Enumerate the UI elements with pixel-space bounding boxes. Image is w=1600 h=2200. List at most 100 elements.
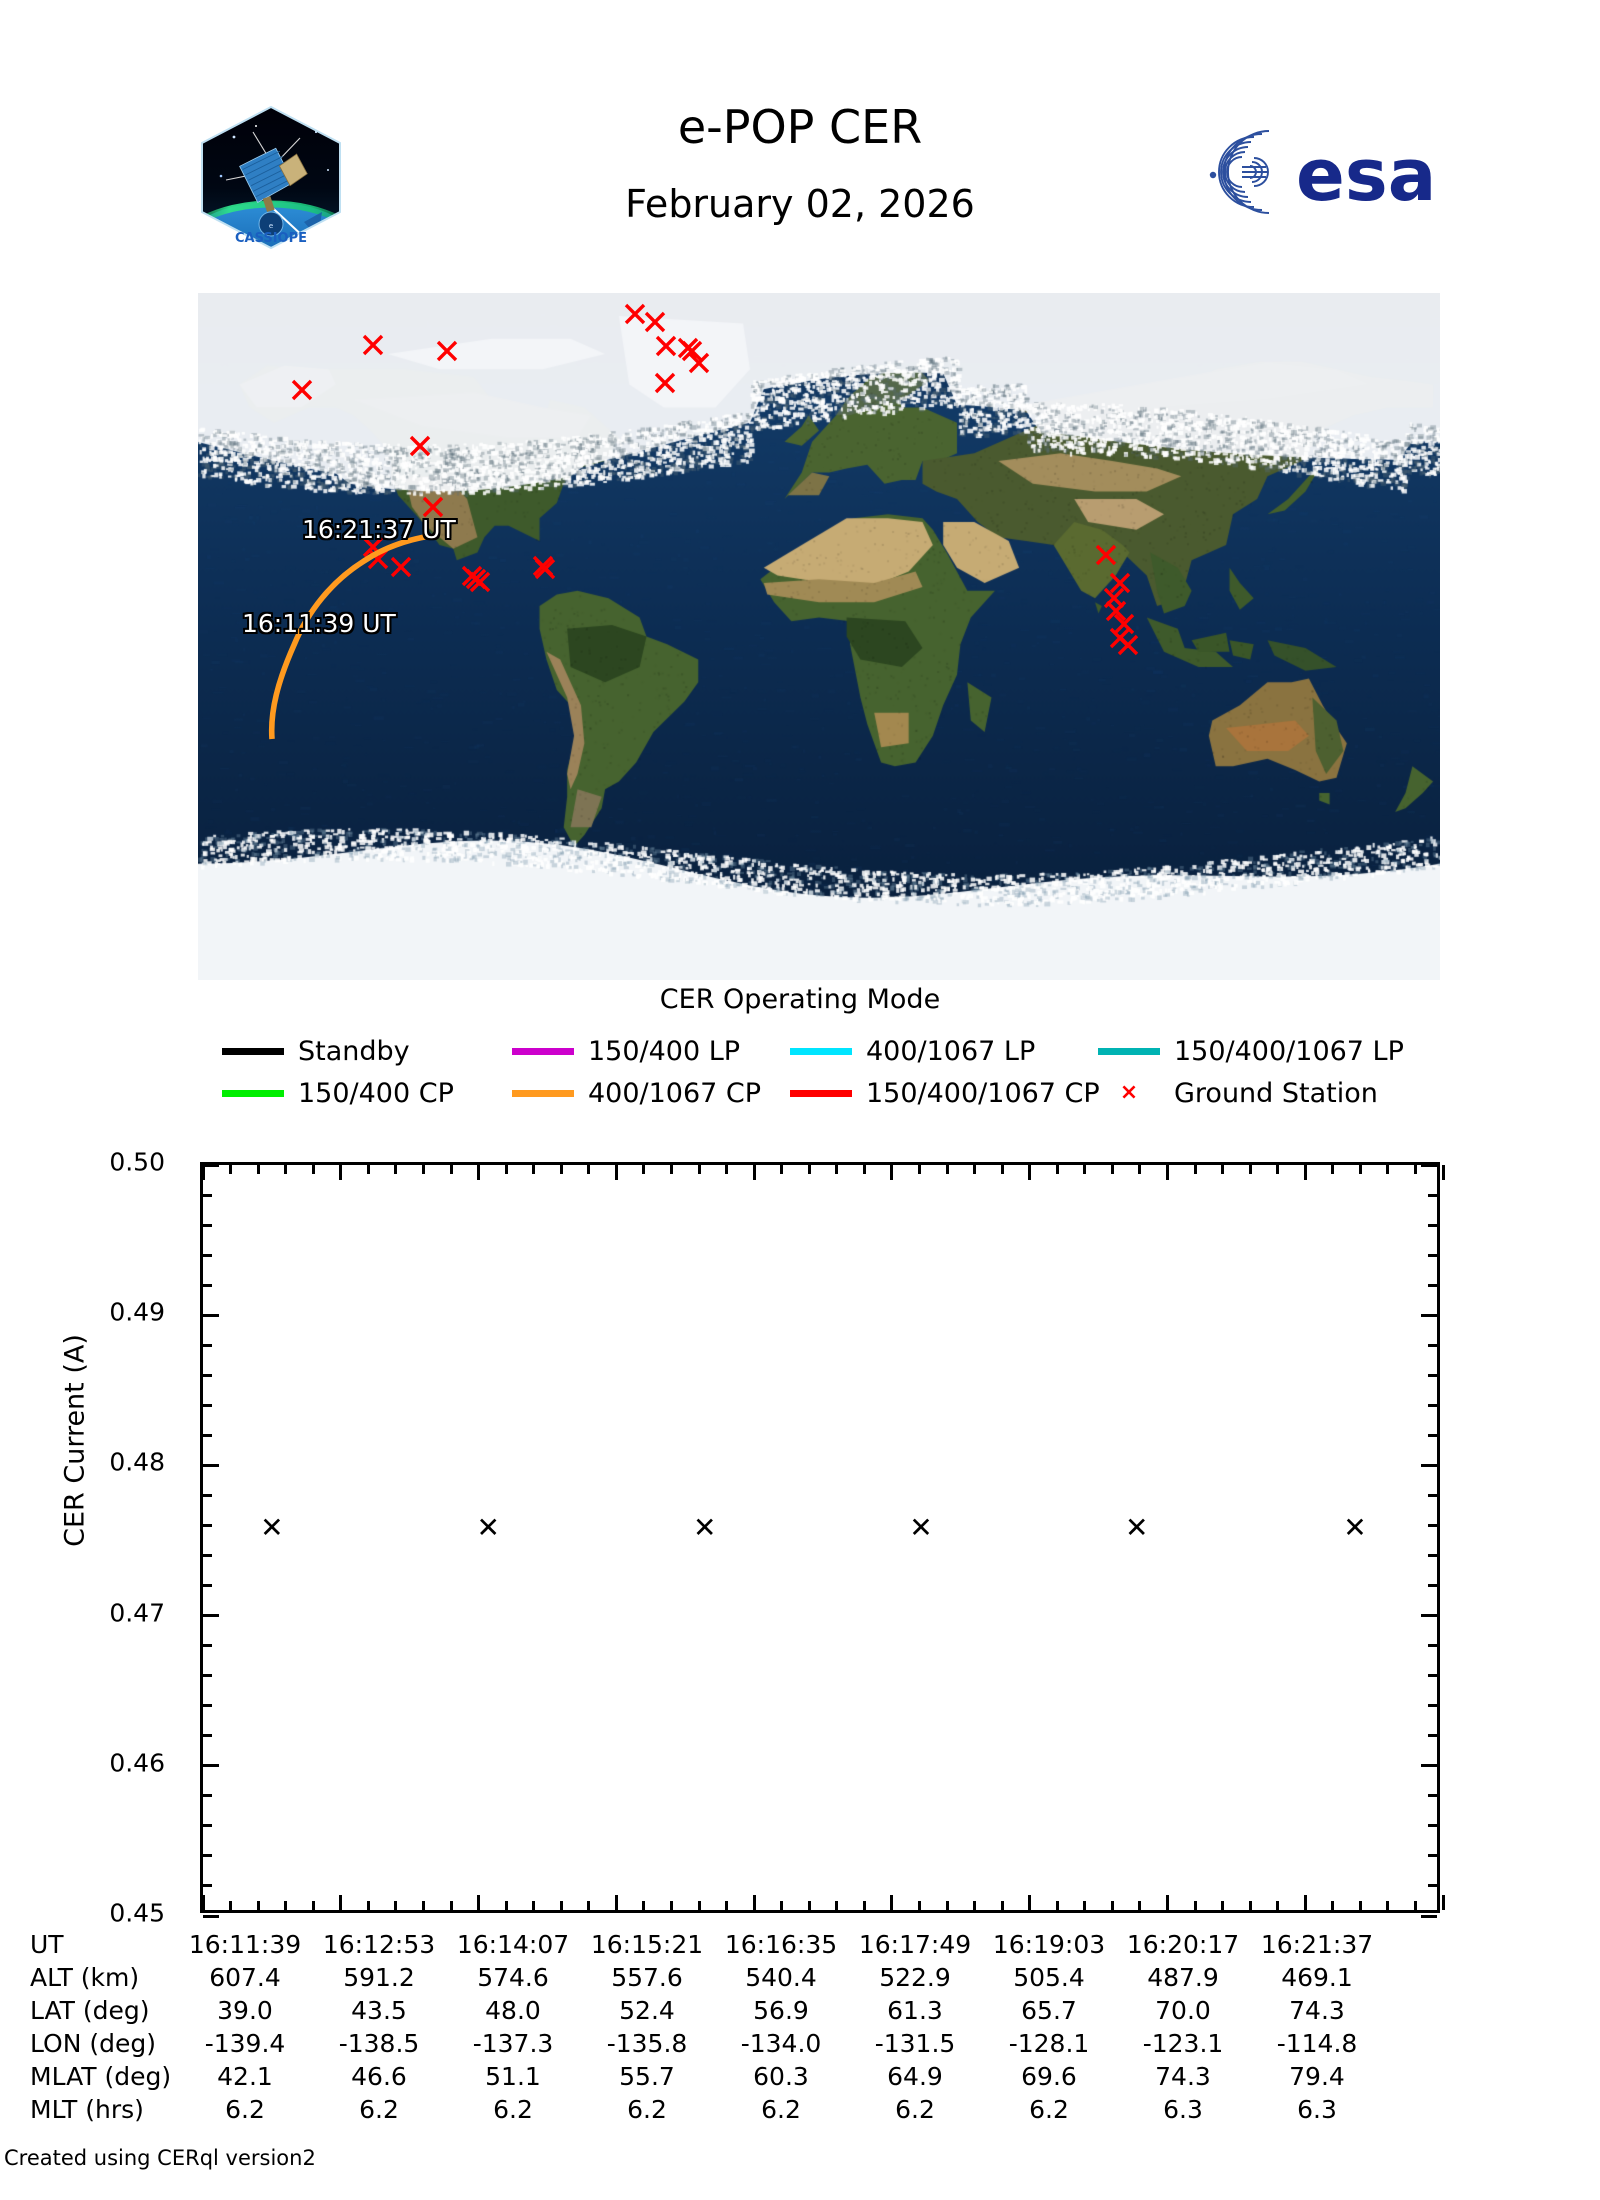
esa-logo-text: esa xyxy=(1296,133,1436,216)
table-cell: 6.2 xyxy=(848,2093,982,2126)
y-axis-tick xyxy=(203,1344,212,1347)
y-tick-label: 0.45 xyxy=(109,1899,165,1928)
x-axis-tick xyxy=(698,1901,701,1910)
y-axis-tick xyxy=(1428,1704,1437,1707)
y-axis-tick xyxy=(1428,1734,1437,1737)
x-axis-tick xyxy=(284,1901,287,1910)
table-row: MLT (hrs) 6.2 6.2 6.2 6.2 6.2 6.2 6.2 6.3 6.3 xyxy=(28,2093,1384,2126)
table-cell: 74.3 xyxy=(1116,2060,1250,2093)
x-axis-tick xyxy=(1442,1165,1445,1180)
x-axis-tick xyxy=(918,1165,921,1174)
x-axis-tick xyxy=(1194,1165,1197,1174)
table-cell: -114.8 xyxy=(1250,2027,1384,2060)
y-axis-tick xyxy=(203,1164,219,1167)
x-axis-tick xyxy=(863,1165,866,1174)
x-axis-tick xyxy=(1001,1165,1004,1174)
y-axis-tick xyxy=(203,1794,212,1797)
x-axis-tick xyxy=(1138,1165,1141,1174)
x-axis-tick xyxy=(753,1165,756,1180)
legend-item-ground-station: × Ground Station xyxy=(1098,1074,1378,1112)
table-cell: 16:19:03 xyxy=(982,1928,1116,1961)
footer-credit: Created using CERql version2 xyxy=(4,2146,316,2170)
table-row-label: ALT (km) xyxy=(28,1961,178,1994)
legend-item-400-1067-cp: 400/1067 CP xyxy=(512,1074,761,1112)
x-axis-tick xyxy=(670,1165,673,1174)
legend-swatch-150-400-lp xyxy=(512,1048,574,1055)
y-tick-label: 0.49 xyxy=(109,1298,165,1327)
x-axis-tick xyxy=(312,1165,315,1174)
x-axis-tick xyxy=(284,1165,287,1174)
x-axis-tick xyxy=(1056,1165,1059,1174)
y-axis-tick xyxy=(1421,1915,1437,1918)
table-row: MLAT (deg) 42.1 46.6 51.1 55.7 60.3 64.9 69.6 74… xyxy=(28,2060,1384,2093)
table-cell: -134.0 xyxy=(714,2027,848,2060)
y-axis-tick-labels: 0.50 0.49 0.48 0.47 0.46 0.45 xyxy=(0,1162,185,1913)
table-cell: 487.9 xyxy=(1116,1961,1250,1994)
x-axis-tick xyxy=(257,1165,260,1174)
ephemeris-table: UT 16:11:39 16:12:53 16:14:07 16:15:21 16:16:… xyxy=(28,1928,1588,2126)
legend-label-150-400-lp: 150/400 LP xyxy=(588,1036,740,1067)
esa-agency-logo: esa xyxy=(1168,128,1460,216)
x-axis-tick xyxy=(808,1901,811,1910)
y-axis-tick xyxy=(203,1524,212,1527)
y-axis-tick xyxy=(203,1915,219,1918)
x-axis-tick xyxy=(1331,1165,1334,1174)
x-axis-tick xyxy=(1414,1901,1417,1910)
x-axis-tick xyxy=(1166,1165,1169,1180)
y-tick-label: 0.50 xyxy=(109,1148,165,1177)
y-axis-tick xyxy=(1428,1254,1437,1257)
cassiope-logo-caption: CASSIOPE xyxy=(235,231,307,246)
x-axis-tick xyxy=(946,1165,949,1174)
x-axis-tick xyxy=(1221,1901,1224,1910)
table-cell: 16:14:07 xyxy=(446,1928,580,1961)
table-cell: -138.5 xyxy=(312,2027,446,2060)
table-cell: -137.3 xyxy=(446,2027,580,2060)
x-axis-tick xyxy=(808,1165,811,1174)
y-axis-tick xyxy=(1428,1344,1437,1347)
x-axis-tick xyxy=(1276,1901,1279,1910)
legend-item-150-400-1067-cp: 150/400/1067 CP xyxy=(790,1074,1100,1112)
legend-label-150-400-1067-lp: 150/400/1067 LP xyxy=(1174,1036,1404,1067)
table-cell: 70.0 xyxy=(1116,1994,1250,2027)
y-axis-tick xyxy=(203,1824,212,1827)
x-axis-tick xyxy=(450,1165,453,1174)
table-cell: 540.4 xyxy=(714,1961,848,1994)
table-cell: 79.4 xyxy=(1250,2060,1384,2093)
y-axis-tick xyxy=(203,1584,212,1587)
x-axis-tick xyxy=(394,1901,397,1910)
y-axis-tick xyxy=(1421,1614,1437,1617)
y-axis-tick xyxy=(203,1494,212,1497)
table-cell: 69.6 xyxy=(982,2060,1116,2093)
y-axis-tick xyxy=(1428,1284,1437,1287)
table-cell: 43.5 xyxy=(312,1994,446,2027)
legend-label-ground-station: Ground Station xyxy=(1174,1078,1378,1109)
y-axis-tick xyxy=(1428,1374,1437,1377)
table-cell: 469.1 xyxy=(1250,1961,1384,1994)
y-axis-tick xyxy=(1428,1494,1437,1497)
legend-label-400-1067-lp: 400/1067 LP xyxy=(866,1036,1035,1067)
legend-item-400-1067-lp: 400/1067 LP xyxy=(790,1032,1035,1070)
x-axis-tick xyxy=(339,1895,342,1910)
x-axis-tick xyxy=(890,1895,893,1910)
x-axis-tick xyxy=(753,1895,756,1910)
legend-swatch-150-400-1067-lp xyxy=(1098,1048,1160,1055)
y-axis-tick xyxy=(1421,1764,1437,1767)
x-axis-tick xyxy=(257,1901,260,1910)
table-row: UT 16:11:39 16:12:53 16:14:07 16:15:21 16:16:… xyxy=(28,1928,1384,1961)
x-axis-tick xyxy=(1304,1895,1307,1910)
y-axis-tick xyxy=(203,1314,219,1317)
data-point-marker: ✕ xyxy=(1125,1514,1148,1542)
x-axis-tick xyxy=(780,1165,783,1174)
x-axis-tick xyxy=(587,1901,590,1910)
y-axis-tick xyxy=(1428,1404,1437,1407)
cer-mode-legend: Standby 150/400 LP 400/1067 LP 150/400/1… xyxy=(0,1032,1600,1110)
table-cell: 39.0 xyxy=(178,1994,312,2027)
table-cell: 591.2 xyxy=(312,1961,446,1994)
table-row: LON (deg) -139.4 -138.5 -137.3 -135.8 -134.0-… xyxy=(28,2027,1384,2060)
y-axis-tick xyxy=(203,1254,212,1257)
cer-current-plot: ✕ ✕ ✕ ✕ ✕ ✕ xyxy=(200,1162,1440,1913)
table-cell: 574.6 xyxy=(446,1961,580,1994)
table-row-label: MLAT (deg) xyxy=(28,2060,178,2093)
legend-item-150-400-lp: 150/400 LP xyxy=(512,1032,740,1070)
x-axis-tick xyxy=(339,1165,342,1180)
